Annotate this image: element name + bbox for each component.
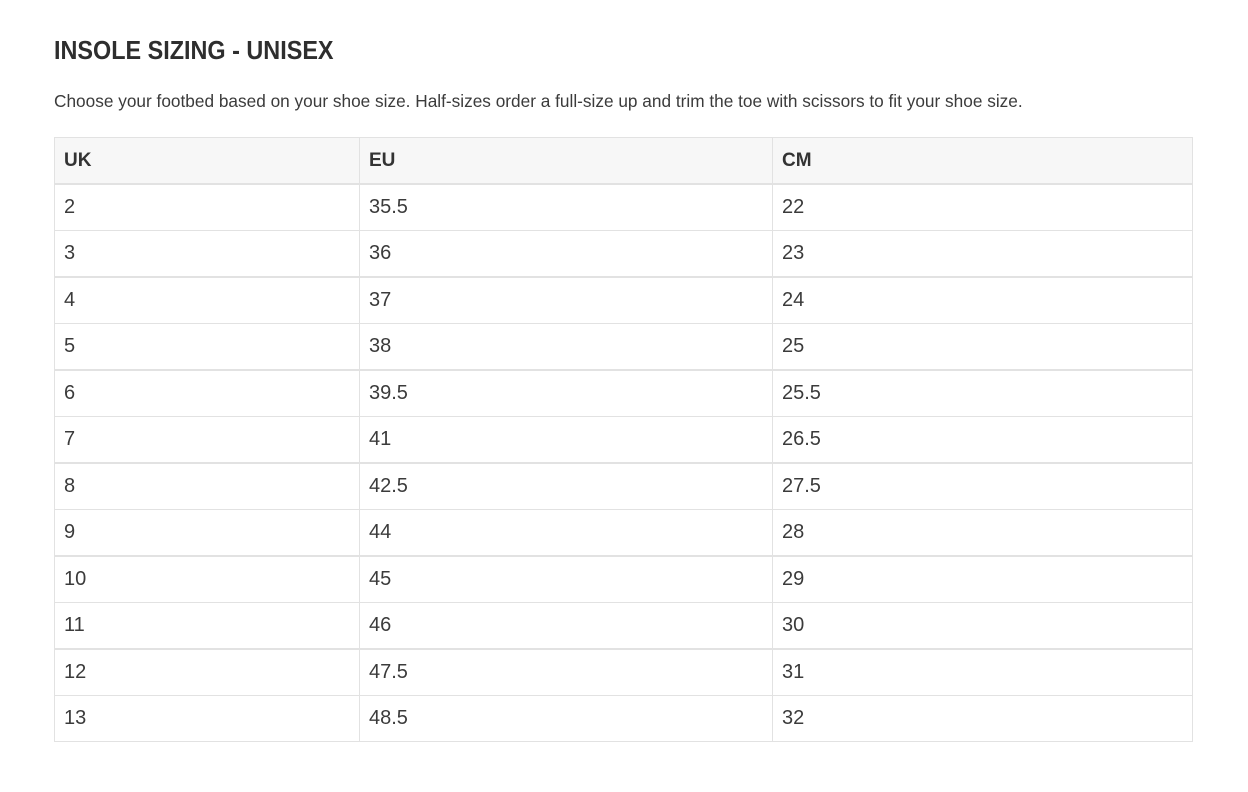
cell-uk: 11 [54, 602, 360, 649]
cell-uk: 12 [54, 649, 360, 696]
cell-uk: 5 [54, 323, 360, 370]
row-pair-group: 4 37 24 5 38 25 [54, 277, 1193, 370]
cell-eu: 37 [359, 277, 773, 324]
table-row: 4 37 24 [54, 277, 1193, 324]
cell-cm: 24 [772, 277, 1193, 324]
cell-eu: 46 [359, 602, 773, 649]
cell-eu: 41 [359, 416, 773, 463]
cell-cm: 26.5 [772, 416, 1193, 463]
table-row: 9 44 28 [54, 509, 1193, 556]
cell-uk: 6 [54, 370, 360, 417]
cell-cm: 25.5 [772, 370, 1193, 417]
cell-uk: 2 [54, 184, 360, 231]
row-pair-group: 8 42.5 27.5 9 44 28 [54, 463, 1193, 556]
column-header-cm: CM [772, 137, 1193, 184]
cell-cm: 25 [772, 323, 1193, 370]
cell-cm: 23 [772, 230, 1193, 277]
cell-eu: 35.5 [359, 184, 773, 231]
table-row: 2 35.5 22 [54, 184, 1193, 231]
cell-eu: 48.5 [359, 695, 773, 742]
cell-eu: 45 [359, 556, 773, 603]
cell-uk: 13 [54, 695, 360, 742]
table-row: 7 41 26.5 [54, 416, 1193, 463]
table-row: 13 48.5 32 [54, 695, 1193, 742]
cell-cm: 32 [772, 695, 1193, 742]
cell-cm: 27.5 [772, 463, 1193, 510]
table-row: 10 45 29 [54, 556, 1193, 603]
row-pair-group: 6 39.5 25.5 7 41 26.5 [54, 370, 1193, 463]
cell-uk: 4 [54, 277, 360, 324]
cell-uk: 8 [54, 463, 360, 510]
cell-eu: 42.5 [359, 463, 773, 510]
cell-eu: 36 [359, 230, 773, 277]
row-pair-group: 2 35.5 22 3 36 23 [54, 184, 1193, 277]
page-content: INSOLE SIZING - UNISEX Choose your footb… [54, 35, 1193, 742]
cell-uk: 9 [54, 509, 360, 556]
row-pair-group: 10 45 29 11 46 30 [54, 556, 1193, 649]
row-pair-group: 12 47.5 31 13 48.5 32 [54, 649, 1193, 742]
table-row: 5 38 25 [54, 323, 1193, 370]
table-row: 12 47.5 31 [54, 649, 1193, 696]
cell-cm: 29 [772, 556, 1193, 603]
cell-uk: 7 [54, 416, 360, 463]
sizing-table-header: UK EU CM [54, 137, 1193, 184]
cell-eu: 44 [359, 509, 773, 556]
cell-eu: 38 [359, 323, 773, 370]
cell-cm: 28 [772, 509, 1193, 556]
cell-uk: 10 [54, 556, 360, 603]
page-title: INSOLE SIZING - UNISEX [54, 35, 334, 65]
cell-cm: 31 [772, 649, 1193, 696]
table-row: 3 36 23 [54, 230, 1193, 277]
table-row: 6 39.5 25.5 [54, 370, 1193, 417]
cell-eu: 39.5 [359, 370, 773, 417]
column-header-uk: UK [54, 137, 360, 184]
cell-cm: 22 [772, 184, 1193, 231]
cell-cm: 30 [772, 602, 1193, 649]
table-row: 8 42.5 27.5 [54, 463, 1193, 510]
cell-eu: 47.5 [359, 649, 773, 696]
table-row: 11 46 30 [54, 602, 1193, 649]
page-description: Choose your footbed based on your shoe s… [54, 91, 1023, 111]
header-row: UK EU CM [54, 137, 1193, 184]
column-header-eu: EU [359, 137, 773, 184]
cell-uk: 3 [54, 230, 360, 277]
sizing-table-body: 2 35.5 22 3 36 23 4 37 24 5 38 25 6 39.5 25.5 7 41 26.5 8 4… [54, 184, 1193, 742]
sizing-table: UK EU CM 2 35.5 22 3 36 23 4 37 24 5 38 25 6 39.5 25.5… [54, 137, 1193, 742]
